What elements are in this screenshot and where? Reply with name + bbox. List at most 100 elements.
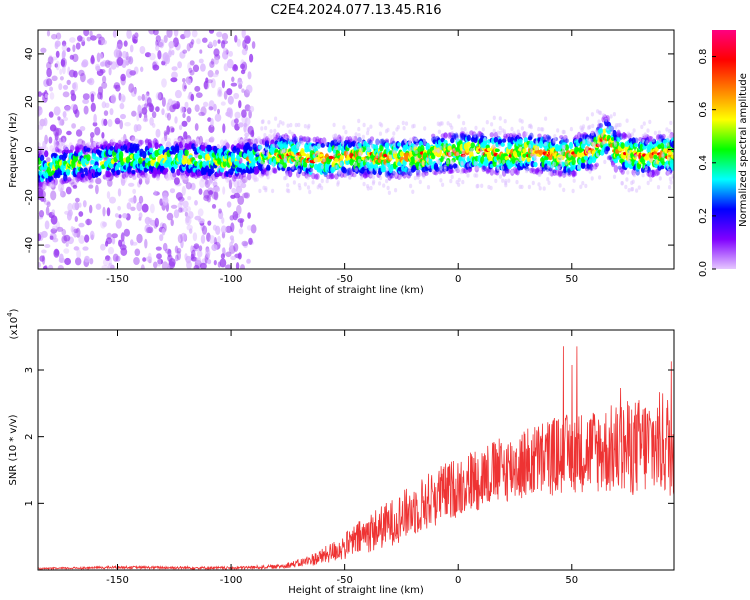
- spectrogram-halo-blob: [668, 185, 672, 190]
- spectrogram-noise-blob: [55, 32, 62, 40]
- spectrogram-band-blob: [281, 134, 286, 140]
- spectrogram-halo-blob: [459, 169, 463, 175]
- spectrogram-noise-blob: [60, 58, 66, 67]
- spectrogram-band-blob: [180, 171, 185, 177]
- spectrogram-noise-blob: [123, 228, 130, 237]
- spectrogram-band-blob: [330, 173, 335, 180]
- spectrogram-noise-blob: [243, 192, 250, 199]
- spectrogram-halo-blob: [272, 133, 276, 138]
- spectrogram-noise-blob: [102, 75, 107, 84]
- snr-x-tick-label: -100: [220, 575, 243, 586]
- snr-x-tick-label: 0: [455, 575, 461, 586]
- spectrogram-halo-blob: [496, 130, 500, 135]
- spectrogram-band-blob: [362, 172, 368, 179]
- spectrogram-band-blob: [150, 140, 155, 149]
- spectrogram-halo-blob: [341, 135, 345, 140]
- spectrogram-band-blob: [174, 143, 180, 152]
- spectrogram-halo-blob: [588, 169, 592, 174]
- spectrogram-band-blob: [266, 137, 271, 144]
- spectrogram-marks: [38, 30, 674, 269]
- spectrogram-halo-blob: [666, 170, 671, 176]
- spectrogram-noise-blob: [49, 92, 55, 100]
- spectrogram-band-blob: [59, 146, 64, 151]
- spectrogram-halo-blob: [388, 154, 392, 159]
- spectrogram-halo-blob: [263, 133, 267, 138]
- spectrogram-peak-blob: [328, 155, 334, 160]
- spectrogram-band-blob: [168, 175, 173, 181]
- spectrogram-noise-blob: [59, 76, 64, 81]
- spectrogram-band-blob: [481, 165, 486, 170]
- spectrogram-noise-blob: [89, 30, 93, 37]
- spectrogram-halo-blob: [460, 127, 464, 132]
- spectrogram-noise-blob: [90, 136, 94, 144]
- spectrogram-band-blob: [50, 179, 56, 185]
- spectrogram-noise-blob: [226, 143, 230, 149]
- spectrogram-halo-blob: [463, 126, 467, 132]
- spectrogram-noise-blob: [194, 123, 199, 131]
- spectrogram-band-blob: [170, 173, 176, 181]
- spectrogram-band-blob: [493, 136, 499, 144]
- spectrogram-noise-blob: [75, 42, 81, 50]
- spectrogram-halo-blob: [339, 162, 343, 167]
- spectrogram-band-blob: [180, 174, 185, 181]
- spectrogram-band-blob: [82, 176, 87, 183]
- spectrogram-band-blob: [557, 168, 563, 177]
- spectrogram-halo-blob: [439, 178, 443, 183]
- spectrogram-noise-blob: [136, 112, 140, 122]
- spectrogram-noise-blob: [82, 246, 89, 251]
- spectrogram-noise-blob: [126, 30, 132, 39]
- spectrogram-noise-blob: [128, 197, 135, 203]
- spectrogram-band-blob: [138, 139, 143, 147]
- spectrogram-noise-blob: [189, 69, 195, 76]
- spectrogram-noise-blob: [89, 204, 93, 214]
- spectrogram-band-blob: [347, 167, 353, 176]
- spectrogram-halo-blob: [627, 154, 631, 160]
- spectrogram-halo-blob: [379, 175, 383, 181]
- spectrogram-band-blob: [222, 140, 227, 147]
- spectrogram-noise-blob: [82, 93, 90, 100]
- spectrogram-halo-blob: [547, 180, 551, 185]
- spectrogram-noise-blob: [192, 232, 198, 242]
- spectrogram-noise-blob: [95, 184, 99, 195]
- spectrogram-noise-blob: [213, 260, 217, 266]
- spectrogram-noise-blob: [155, 44, 160, 52]
- spectrogram-noise-blob: [184, 211, 188, 217]
- spectrogram-halo-blob: [582, 139, 586, 145]
- spectrogram-halo-blob: [421, 161, 425, 166]
- spectrogram-halo-blob: [648, 119, 652, 125]
- spectrogram-halo-blob: [609, 114, 613, 119]
- spectrogram-noise-blob: [78, 235, 85, 244]
- spectrogram-halo-blob: [584, 159, 588, 165]
- spectrogram-noise-blob: [107, 60, 113, 66]
- spectrogram-noise-blob: [93, 113, 97, 124]
- spectrogram-noise-blob: [64, 105, 71, 111]
- spectrogram-halo-blob: [558, 150, 562, 156]
- spectrogram-noise-blob: [180, 171, 185, 180]
- spectrogram-band-blob: [38, 150, 43, 155]
- spectrogram-noise-blob: [62, 84, 69, 90]
- spectrogram-band-blob: [131, 169, 136, 175]
- spectrogram-halo-blob: [552, 137, 557, 142]
- spectrogram-noise-blob: [54, 63, 58, 68]
- spectrogram-band-blob: [91, 140, 97, 149]
- spectrogram-band-blob: [670, 154, 674, 159]
- spectrogram-noise-blob: [140, 66, 144, 73]
- spectrogram-band-blob: [272, 168, 278, 174]
- spectrogram-halo-blob: [535, 140, 539, 145]
- spectrogram-halo-blob: [565, 172, 569, 177]
- spectrogram-band-blob: [121, 174, 127, 179]
- spectrogram-noise-blob: [238, 228, 244, 235]
- spectrogram-noise-blob: [198, 111, 205, 117]
- spectrogram-noise-blob: [126, 202, 132, 210]
- spectrogram-noise-blob: [234, 118, 239, 124]
- spectrogram-halo-blob: [369, 168, 373, 173]
- spectrogram-noise-blob: [73, 246, 79, 251]
- spectrogram-band-blob: [202, 174, 207, 180]
- spectrogram-noise-blob: [118, 214, 122, 219]
- spectrogram-noise-blob: [96, 33, 102, 39]
- spectrogram-noise-blob: [203, 189, 210, 199]
- spectrogram-halo-blob: [473, 133, 477, 138]
- spectrogram-noise-blob: [161, 108, 165, 116]
- spectrogram-band-blob: [452, 163, 458, 169]
